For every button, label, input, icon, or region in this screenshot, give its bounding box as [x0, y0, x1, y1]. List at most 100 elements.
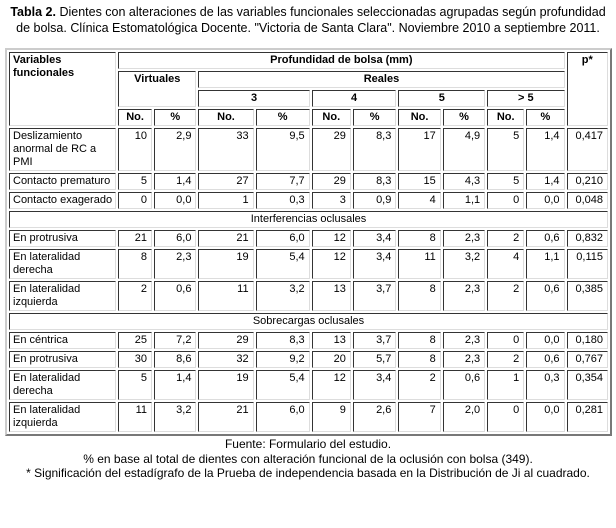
count-cell: 17 — [398, 128, 441, 171]
p-value-cell: 0,767 — [566, 351, 608, 368]
count-cell: 11 — [118, 402, 153, 432]
percent-cell: 9,5 — [255, 128, 310, 171]
count-cell: 13 — [311, 281, 351, 311]
table-row: En lateralidad derecha 8 2,3 19 5,4 12 3,4 11 3,… — [9, 249, 608, 279]
percent-cell: 3,2 — [154, 402, 197, 432]
count-cell: 21 — [118, 230, 153, 247]
header-no: No. — [198, 109, 254, 126]
percent-cell: 0,6 — [442, 370, 486, 400]
count-cell: 27 — [198, 173, 254, 190]
count-cell: 0 — [118, 192, 153, 209]
count-cell: 25 — [118, 332, 153, 349]
p-value-cell: 0,354 — [566, 370, 608, 400]
count-cell: 4 — [398, 192, 441, 209]
percent-cell: 0,9 — [352, 192, 397, 209]
percent-cell: 8,3 — [352, 128, 397, 171]
row-label: Contacto prematuro — [9, 173, 117, 190]
percent-cell: 1,4 — [154, 370, 197, 400]
count-cell: 11 — [398, 249, 441, 279]
count-cell: 2 — [487, 230, 525, 247]
count-cell: 9 — [311, 402, 351, 432]
percent-cell: 4,3 — [442, 173, 486, 190]
header-percent: % — [154, 109, 197, 126]
table-row: Contacto exagerado 0 0,0 1 0,3 3 0,9 4 1,1 0 0,0 0,… — [9, 192, 608, 209]
header-percent: % — [255, 109, 310, 126]
header-no: No. — [487, 109, 525, 126]
count-cell: 29 — [311, 128, 351, 171]
percent-cell: 3,2 — [255, 281, 310, 311]
count-cell: 19 — [198, 249, 254, 279]
count-cell: 8 — [398, 281, 441, 311]
percent-cell: 0,6 — [526, 281, 565, 311]
percent-cell: 8,6 — [154, 351, 197, 368]
p-value-cell: 0,417 — [566, 128, 608, 171]
header-p: p* — [566, 52, 608, 126]
data-table: Variables funcionales Profundidad de bol… — [5, 48, 612, 436]
count-cell: 7 — [398, 402, 441, 432]
percent-cell: 4,9 — [442, 128, 486, 171]
p-value-cell: 0,115 — [566, 249, 608, 279]
count-cell: 5 — [487, 173, 525, 190]
count-cell: 32 — [198, 351, 254, 368]
percent-cell: 9,2 — [255, 351, 310, 368]
table-row: Contacto prematuro 5 1,4 27 7,7 29 8,3 15 4,3 5 1,… — [9, 173, 608, 190]
percent-cell: 8,3 — [255, 332, 310, 349]
percent-cell: 0,3 — [255, 192, 310, 209]
percent-cell: 3,4 — [352, 230, 397, 247]
header-profundidad: Profundidad de bolsa (mm) — [118, 52, 565, 69]
count-cell: 2 — [487, 281, 525, 311]
percent-cell: 2,3 — [442, 332, 486, 349]
count-cell: 10 — [118, 128, 153, 171]
count-cell: 29 — [311, 173, 351, 190]
table-row: En lateralidad izquierda 11 3,2 21 6,0 9 2,6 7 2… — [9, 402, 608, 432]
caption-label: Tabla 2. — [10, 5, 56, 19]
percent-cell: 6,0 — [255, 230, 310, 247]
footer-note-percent: % en base al total de dientes con altera… — [83, 451, 533, 466]
row-label: En protrusiva — [9, 230, 117, 247]
percent-cell: 8,3 — [352, 173, 397, 190]
percent-cell: 0,0 — [154, 192, 197, 209]
header-no: No. — [118, 109, 153, 126]
percent-cell: 6,0 — [154, 230, 197, 247]
count-cell: 8 — [398, 230, 441, 247]
count-cell: 5 — [487, 128, 525, 171]
count-cell: 4 — [487, 249, 525, 279]
count-cell: 29 — [198, 332, 254, 349]
count-cell: 2 — [118, 281, 153, 311]
percent-cell: 0,6 — [154, 281, 197, 311]
header-percent: % — [352, 109, 397, 126]
count-cell: 2 — [398, 370, 441, 400]
header-depth-3: 3 — [198, 90, 310, 107]
count-cell: 12 — [311, 370, 351, 400]
header-virtuales: Virtuales — [118, 71, 197, 107]
table-caption: Tabla 2. Dientes con alteraciones de las… — [8, 0, 608, 36]
percent-cell: 2,0 — [442, 402, 486, 432]
percent-cell: 3,7 — [352, 332, 397, 349]
table-row: En lateralidad izquierda 2 0,6 11 3,2 13 3,7 8 2… — [9, 281, 608, 311]
count-cell: 0 — [487, 332, 525, 349]
count-cell: 5 — [118, 173, 153, 190]
percent-cell: 3,2 — [442, 249, 486, 279]
percent-cell: 1,1 — [442, 192, 486, 209]
count-cell: 20 — [311, 351, 351, 368]
p-value-cell: 0,210 — [566, 173, 608, 190]
count-cell: 11 — [198, 281, 254, 311]
row-label: En lateralidad izquierda — [9, 281, 117, 311]
row-label: En lateralidad derecha — [9, 249, 117, 279]
table-row: En lateralidad derecha 5 1,4 19 5,4 12 3,4 2 0,6… — [9, 370, 608, 400]
p-value-cell: 0,832 — [566, 230, 608, 247]
header-reales: Reales — [198, 71, 565, 88]
percent-cell: 2,3 — [442, 351, 486, 368]
count-cell: 3 — [311, 192, 351, 209]
header-percent: % — [442, 109, 486, 126]
count-cell: 8 — [398, 332, 441, 349]
percent-cell: 2,3 — [442, 281, 486, 311]
table-row: En protrusiva 30 8,6 32 9,2 20 5,7 8 2,3 2 0,6 0,76… — [9, 351, 608, 368]
row-label: Contacto exagerado — [9, 192, 117, 209]
count-cell: 1 — [487, 370, 525, 400]
table-wrapper: Variables funcionales Profundidad de bol… — [0, 36, 616, 436]
count-cell: 12 — [311, 249, 351, 279]
p-value-cell: 0,281 — [566, 402, 608, 432]
percent-cell: 2,3 — [442, 230, 486, 247]
count-cell: 15 — [398, 173, 441, 190]
